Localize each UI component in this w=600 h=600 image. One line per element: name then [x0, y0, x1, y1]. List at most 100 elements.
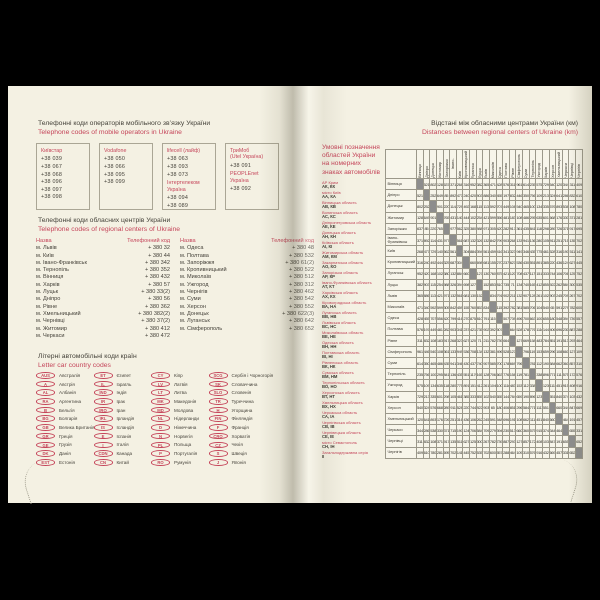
distance-cell: 176 — [435, 412, 444, 426]
plate-region-codes: АК, КК — [322, 184, 336, 190]
distance-cell: 416 — [455, 312, 464, 325]
distance-cell: 178 — [502, 356, 510, 370]
city-name: м. Луганськ — [180, 318, 210, 325]
car-code-oval: MD — [151, 406, 170, 414]
distance-cell: 591 — [488, 412, 497, 426]
diagonal-cell — [561, 424, 570, 437]
row-header-city: Донецьк — [385, 200, 417, 213]
city-name: м. Полтава — [180, 252, 209, 259]
operator-box: ТриМоб (Utel Україна) +38 091 PEOPLEnet Ук… — [225, 143, 279, 210]
distance-cell: 191 — [508, 412, 517, 426]
column-header-name: Назва — [180, 238, 196, 244]
distance-cell: 165 — [528, 278, 537, 291]
distance-cell: 289 — [442, 401, 451, 414]
distance-cell: 707 — [495, 200, 504, 213]
mobile-codes-heading-en: Telephone codes of mobile operators in U… — [38, 128, 182, 136]
distance-cell: 709 — [482, 424, 490, 437]
car-code-country: Ісландія — [116, 424, 135, 430]
distance-cell: 891 — [535, 256, 543, 269]
row-header-city: Рівне — [385, 334, 417, 347]
mobile-codes-heading-uk: Телефонні коди операторів мобільного зв’… — [38, 120, 211, 127]
distance-cell: 465 — [522, 200, 530, 213]
distance-cell: 282 — [502, 222, 510, 235]
diagonal-cell — [435, 211, 444, 224]
distance-table-row: Київ 268 477 729 140 562 561 304 884 394 561 459 416… — [385, 245, 583, 258]
distance-cell: 455 — [495, 189, 504, 202]
car-code-row: TR Туреччина — [208, 397, 267, 406]
regional-code-row: м. Івано-Франківськ + 380 342 — [36, 260, 170, 267]
distance-cell: 659 — [541, 345, 550, 359]
car-code-country: Литва — [174, 390, 187, 396]
distance-table-row: Харків7292133356012981056461385333855102… — [385, 390, 583, 403]
car-code-oval: CN — [93, 458, 113, 466]
car-code-country: Японія — [231, 459, 246, 465]
city-phone-code: + 380 542 — [288, 296, 314, 303]
operator-number: +38 094 — [167, 195, 189, 201]
plate-region-codes: АТ, КТ — [322, 284, 335, 290]
distance-cell: 988 — [442, 278, 451, 291]
distance-cell: 791 — [482, 312, 490, 325]
distance-cell: 575 — [528, 424, 537, 437]
car-code-country: Сербія і Чорногорія — [231, 372, 274, 378]
distance-cell: 335 — [541, 200, 550, 213]
distance-table-column-header: Чернігів — [575, 149, 583, 179]
distance-table-column-header: Рівне — [508, 149, 517, 179]
distance-cell: 702 — [575, 289, 583, 303]
operator-number: +38 068 — [41, 171, 63, 178]
distance-cell: 267 — [482, 435, 490, 448]
distance-cell: 1056 — [449, 390, 457, 403]
column-header-city: Хмельницький — [557, 152, 562, 178]
distance-cell: 782 — [568, 301, 576, 314]
distance-cell: 280 — [535, 233, 543, 247]
diagonal-cell — [508, 334, 517, 347]
diagonal-cell — [482, 289, 490, 303]
operator-number: +38 096 — [41, 179, 63, 186]
distance-cell: 459 — [455, 301, 464, 314]
column-header-city: Житомир — [437, 161, 442, 178]
distance-cell: 1236 — [535, 390, 543, 403]
row-header-city: Чернівці — [385, 435, 417, 448]
plate-region-codes: ВІ, НІ — [322, 354, 333, 360]
distance-cell: 444 — [435, 256, 444, 269]
plate-region-name: Загальнодержавна серія — [322, 449, 368, 455]
distance-cell: 128 — [482, 368, 490, 381]
diagonal-cell — [522, 356, 530, 370]
distance-cell: 702 — [449, 446, 457, 459]
distance-cell: 432 — [575, 390, 583, 403]
distance-cell: 464 — [561, 412, 570, 426]
distance-cell: 178 — [522, 323, 530, 336]
distance-cell: 435 — [455, 368, 464, 381]
distance-cell: 190 — [561, 245, 570, 258]
distance-cell: 832 — [422, 435, 431, 448]
car-code-country: Болгарія — [59, 416, 78, 422]
distance-cell: 128 — [435, 177, 444, 191]
distance-cell: 840 — [555, 390, 563, 403]
distance-cell: 551 — [548, 390, 557, 403]
distance-cell: 708 — [515, 267, 523, 280]
plate-region-codes: АС, КС — [322, 214, 336, 220]
distance-cell: 771 — [548, 368, 557, 381]
distance-table-column-header: Чернівці — [568, 149, 576, 179]
distance-cell: 341 — [455, 323, 464, 336]
distance-cell: 421 — [502, 267, 510, 280]
distance-cell: 715 — [449, 424, 457, 437]
car-codes-column: ET Єгипет IL Ізраїль IND Індія IR Ірак IRQ Іран IR… — [93, 371, 152, 467]
car-code-country: Німеччина — [174, 424, 197, 430]
plate-legend-item: місто Севастополь СН, ІН — [322, 440, 382, 450]
operator-number: +38 039 — [41, 156, 63, 163]
distance-cell: 371 — [442, 424, 451, 437]
car-code-country: Туреччина — [231, 398, 254, 404]
distance-cell: 245 — [482, 412, 490, 426]
distance-cell: 655 — [561, 435, 570, 448]
distance-cell: 381 — [488, 345, 497, 359]
car-code-oval: SCG — [208, 372, 228, 379]
distance-cell: 211 — [482, 334, 490, 347]
regional-code-row: м. Вінниця + 380 432 — [36, 274, 170, 281]
distance-cell: 380 — [469, 222, 477, 235]
distance-cell: 365 — [482, 177, 490, 191]
distance-table-column-header: Луганськ — [469, 149, 477, 179]
car-code-oval: D — [151, 424, 170, 431]
plate-region-codes: ВА, НА — [322, 304, 337, 310]
